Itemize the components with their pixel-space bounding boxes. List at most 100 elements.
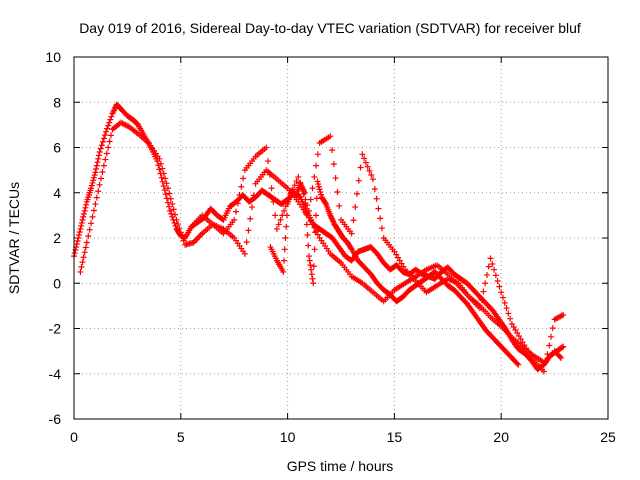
data-point bbox=[313, 228, 320, 235]
data-point bbox=[160, 182, 167, 189]
data-point bbox=[303, 210, 310, 217]
y-tick-label: -2 bbox=[49, 321, 62, 337]
data-point bbox=[309, 221, 316, 228]
data-point bbox=[318, 191, 325, 198]
data-point bbox=[74, 238, 81, 245]
data-point bbox=[560, 311, 567, 318]
data-point bbox=[312, 229, 319, 236]
data-point bbox=[510, 323, 517, 330]
data-point bbox=[373, 195, 380, 202]
data-point bbox=[241, 250, 248, 257]
data-point bbox=[516, 333, 522, 340]
data-point bbox=[549, 325, 556, 332]
data-point bbox=[83, 201, 90, 208]
data-point bbox=[332, 175, 339, 182]
data-point bbox=[370, 176, 377, 183]
data-point bbox=[302, 200, 309, 207]
data-point bbox=[313, 195, 320, 202]
data-point bbox=[249, 204, 255, 211]
data-point bbox=[559, 344, 566, 351]
data-point bbox=[179, 233, 186, 240]
data-point bbox=[357, 164, 364, 171]
data-point bbox=[170, 206, 177, 213]
data-point bbox=[375, 205, 382, 212]
data-point bbox=[71, 250, 78, 257]
data-point bbox=[169, 201, 176, 208]
data-point bbox=[94, 159, 101, 166]
data-point bbox=[366, 167, 373, 174]
data-point bbox=[81, 207, 88, 214]
data-point bbox=[171, 219, 178, 226]
data-point bbox=[93, 165, 100, 172]
data-point bbox=[105, 122, 112, 129]
data-point bbox=[517, 336, 524, 343]
data-point bbox=[362, 159, 369, 166]
data-point bbox=[163, 180, 170, 187]
data-point bbox=[514, 360, 521, 367]
data-point bbox=[102, 156, 109, 163]
data-point bbox=[159, 178, 166, 185]
data-point bbox=[322, 199, 329, 206]
data-point bbox=[266, 171, 273, 178]
data-point bbox=[501, 299, 508, 306]
data-point bbox=[281, 246, 288, 253]
data-point bbox=[160, 170, 167, 177]
data-point bbox=[73, 241, 80, 248]
data-point bbox=[512, 327, 519, 334]
data-point bbox=[167, 207, 174, 214]
data-point bbox=[250, 192, 257, 199]
data-point bbox=[359, 151, 366, 158]
data-point bbox=[157, 160, 164, 167]
data-point bbox=[503, 305, 510, 312]
data-point bbox=[515, 361, 522, 368]
data-point bbox=[180, 237, 187, 244]
data-point bbox=[558, 354, 565, 361]
data-point bbox=[310, 280, 317, 287]
data-point bbox=[81, 249, 88, 256]
data-point bbox=[158, 174, 165, 181]
data-point bbox=[314, 151, 321, 158]
data-point bbox=[489, 261, 496, 268]
data-point bbox=[295, 173, 302, 180]
data-point bbox=[315, 183, 322, 190]
data-point bbox=[88, 182, 95, 189]
data-point bbox=[524, 348, 531, 355]
data-point bbox=[93, 162, 100, 169]
data-point bbox=[106, 119, 113, 126]
data-point bbox=[304, 231, 311, 238]
data-point bbox=[96, 181, 103, 188]
data-point bbox=[311, 173, 318, 180]
data-point bbox=[243, 239, 250, 246]
x-tick-label: 0 bbox=[70, 429, 78, 445]
data-point bbox=[156, 166, 163, 173]
data-point bbox=[311, 246, 318, 253]
data-point bbox=[364, 163, 371, 170]
data-point bbox=[76, 228, 83, 235]
data-point bbox=[305, 242, 312, 249]
data-point bbox=[98, 142, 105, 149]
data-point bbox=[90, 177, 97, 184]
data-point bbox=[89, 213, 96, 220]
data-point bbox=[236, 192, 243, 199]
data-point bbox=[75, 231, 82, 238]
data-point bbox=[314, 178, 321, 185]
data-point bbox=[159, 165, 166, 172]
data-point bbox=[311, 224, 318, 231]
data-point bbox=[80, 213, 87, 220]
data-point bbox=[540, 368, 547, 375]
data-point bbox=[334, 188, 341, 195]
data-point bbox=[77, 225, 84, 232]
data-point bbox=[80, 254, 87, 261]
data-point bbox=[85, 233, 92, 240]
data-point bbox=[90, 207, 97, 214]
plot-frame bbox=[73, 56, 609, 420]
data-point bbox=[283, 212, 290, 219]
data-point bbox=[100, 162, 107, 169]
data-point bbox=[296, 193, 303, 200]
data-point bbox=[166, 203, 173, 210]
data-point bbox=[476, 305, 483, 312]
data-point bbox=[347, 245, 354, 252]
data-point bbox=[98, 175, 105, 182]
data-point bbox=[507, 315, 514, 322]
data-point bbox=[86, 226, 93, 233]
